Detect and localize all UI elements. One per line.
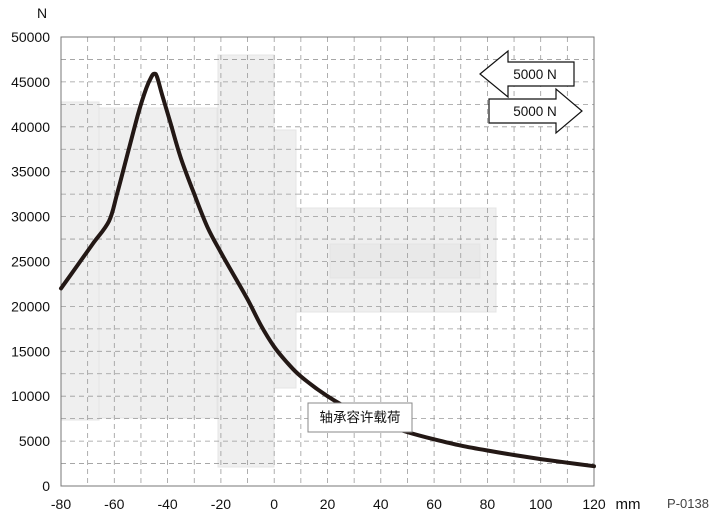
- x-tick-label: -40: [157, 496, 177, 512]
- x-tick-label: -80: [51, 496, 71, 512]
- arrow-left-label: 5000 N: [513, 67, 557, 82]
- y-axis-unit-label: N: [37, 5, 47, 21]
- arrow-right-shape: [488, 87, 583, 135]
- x-tick-label: 120: [582, 496, 606, 512]
- x-tick-label: 80: [480, 496, 496, 512]
- x-axis-unit-label: mm: [616, 496, 641, 513]
- curve-label-box: 轴承容许载荷: [307, 402, 413, 433]
- x-tick-label: -20: [211, 496, 231, 512]
- curve-label-frame: [307, 402, 413, 433]
- x-tick-label: -60: [104, 496, 124, 512]
- arrow-left-5000n: 5000 N: [479, 49, 575, 99]
- x-tick-label: 20: [320, 496, 336, 512]
- y-tick-label: 0: [42, 478, 50, 494]
- y-tick-label: 5000: [19, 433, 50, 449]
- series-line-bearing-load: [59, 71, 596, 469]
- arrow-left-shape: [479, 49, 575, 99]
- plot-area-frame: [60, 36, 595, 487]
- y-tick-label: 35000: [11, 164, 50, 180]
- x-tick-label: 40: [373, 496, 389, 512]
- y-tick-label: 30000: [11, 209, 50, 225]
- y-tick-label: 15000: [11, 343, 50, 359]
- y-tick-label: 50000: [11, 29, 50, 45]
- silhouette-left-flange: [98, 107, 218, 419]
- bearing-silhouette-background: [60, 54, 497, 468]
- y-tick-label: 40000: [11, 119, 50, 135]
- arrow-right-5000n: 5000 N: [488, 87, 583, 135]
- arrow-right-label: 5000 N: [513, 104, 557, 119]
- x-tick-label: 100: [529, 496, 553, 512]
- figure-code-label: P-0138: [667, 496, 709, 511]
- y-tick-label: 20000: [11, 298, 50, 314]
- x-tick-label: 0: [270, 496, 278, 512]
- y-tick-label: 25000: [11, 254, 50, 270]
- y-tick-label: 10000: [11, 388, 50, 404]
- curve-label-text: 轴承容许载荷: [320, 409, 401, 425]
- x-tick-label: 60: [426, 496, 442, 512]
- y-tick-label: 45000: [11, 74, 50, 90]
- silhouette-right-shaft-inner: [329, 243, 481, 279]
- y-axis-tick-labels: 0 5000 10000 15000 20000 25000 30000 35000 40000…: [11, 29, 50, 494]
- x-axis-tick-labels: -80 -60 -40 -20 0 20 40 60 80 100 120: [51, 496, 606, 512]
